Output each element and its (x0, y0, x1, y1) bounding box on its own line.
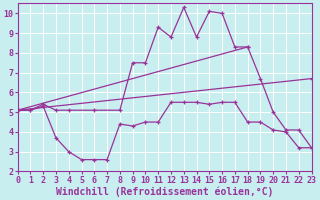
X-axis label: Windchill (Refroidissement éolien,°C): Windchill (Refroidissement éolien,°C) (56, 186, 273, 197)
